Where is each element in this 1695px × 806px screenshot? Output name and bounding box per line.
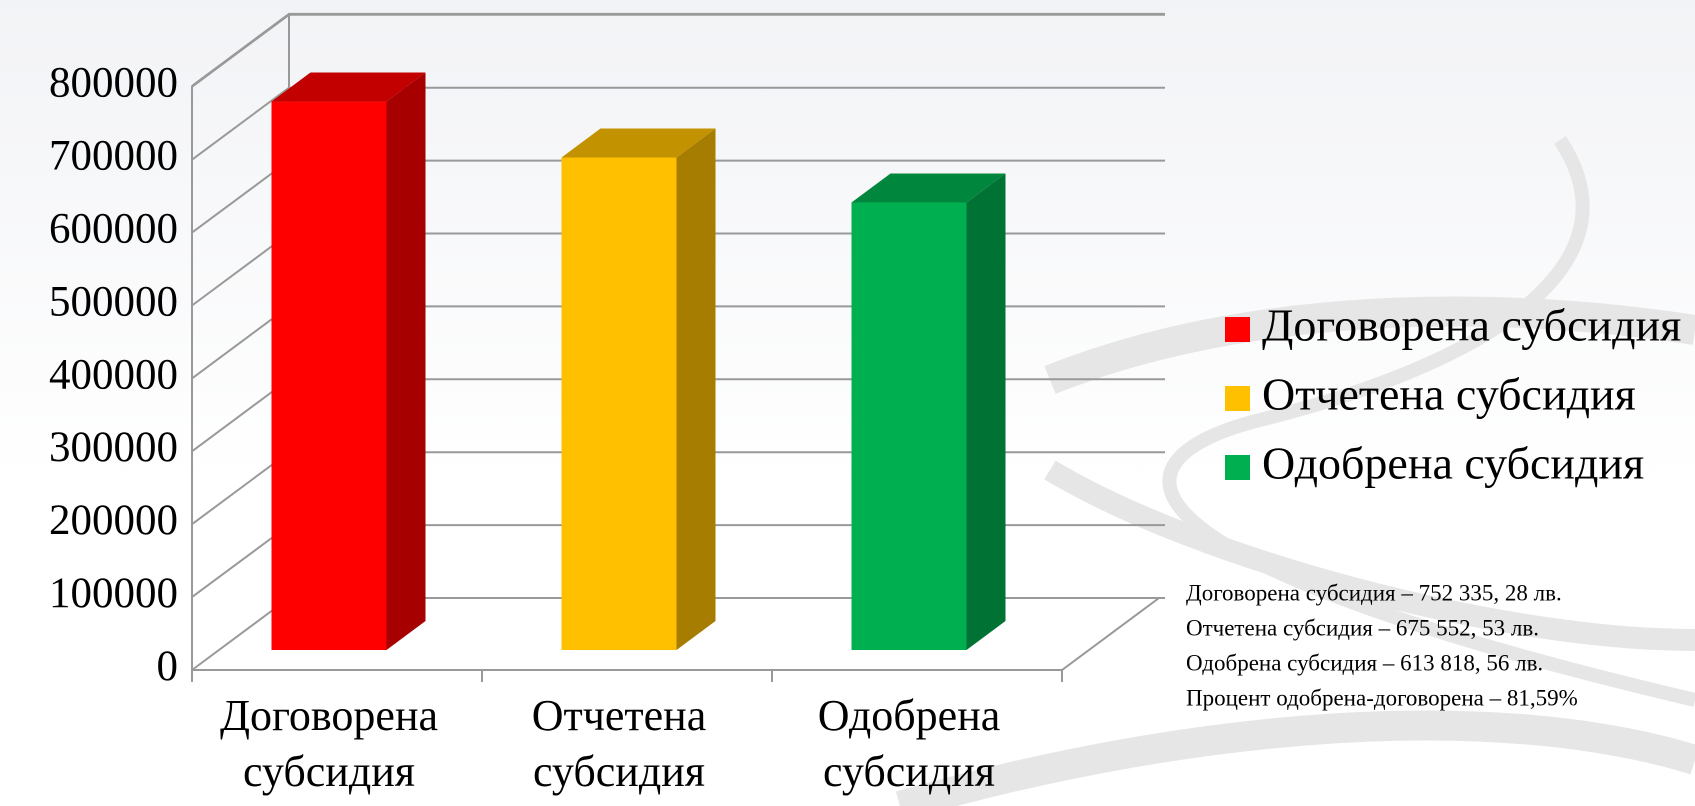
y-tick-label: 400000 (49, 351, 178, 398)
bar-side (676, 128, 716, 650)
y-tick-label: 700000 (49, 133, 178, 180)
y-tick-label: 300000 (49, 424, 178, 471)
annotation: Процент одобрена-договорена – 81,59% (1186, 685, 1578, 710)
grid-line (191, 86, 1165, 161)
y-tick-label: 100000 (49, 570, 178, 617)
bar-top (271, 72, 426, 102)
annotation: Договорена субсидия – 752 335, 28 лв. (1186, 580, 1562, 605)
y-tick-label: 0 (157, 643, 179, 690)
y-tick-label: 200000 (49, 497, 178, 544)
legend-label: Договорена субсидия (1262, 300, 1681, 351)
x-tick-label: Договорена субсидия (219, 691, 439, 796)
legend-label: Одобрена субсидия (1262, 438, 1644, 489)
bar-side (966, 173, 1006, 650)
y-tick-label: 500000 (49, 278, 178, 325)
legend-swatch (1225, 455, 1250, 480)
y-tick-label: 800000 (49, 60, 178, 107)
y-tick-label: 600000 (49, 205, 178, 252)
legend-swatch (1225, 386, 1250, 411)
legend-swatch (1225, 317, 1250, 342)
annotation: Одобрена субсидия – 613 818, 56 лв. (1186, 650, 1543, 675)
bar-side (386, 72, 426, 650)
background-swoosh (895, 136, 1695, 806)
grid-line (191, 13, 1165, 88)
annotation: Отчетена субсидия – 675 552, 53 лв. (1186, 615, 1539, 640)
bar (561, 157, 677, 650)
legend-label: Отчетена субсидия (1262, 369, 1636, 420)
bar (271, 101, 387, 650)
bar (851, 202, 967, 650)
bar-top (561, 128, 716, 158)
x-tick-label: Одобрена субсидия (817, 691, 1001, 796)
x-tick-label: Отчетена субсидия (531, 691, 707, 796)
bar-top (851, 173, 1006, 203)
